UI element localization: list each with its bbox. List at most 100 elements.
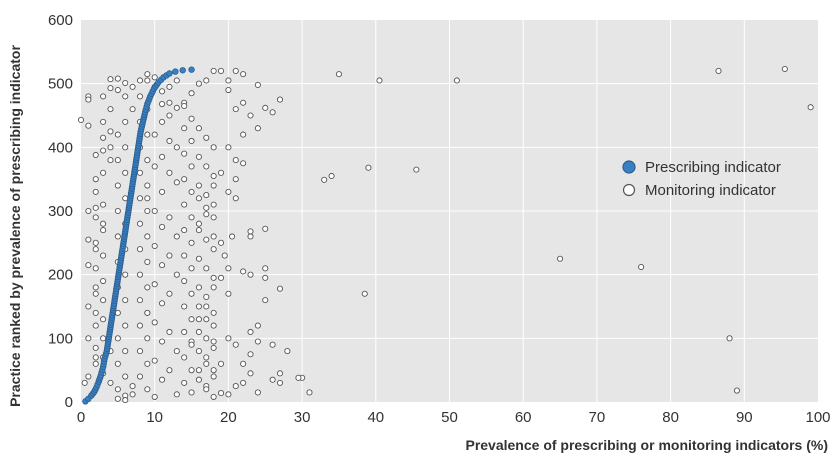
monitoring-point [276, 285, 284, 292]
monitoring-point [92, 151, 99, 159]
monitoring-point [92, 354, 99, 361]
monitoring-point [203, 265, 210, 272]
y-tick-label: 600 [48, 12, 73, 29]
monitoring-point [413, 166, 420, 173]
monitoring-point [100, 277, 107, 285]
monitoring-point [210, 344, 217, 351]
monitoring-point [240, 160, 247, 167]
monitoring-point [195, 220, 202, 227]
monitoring-point [453, 77, 460, 84]
monitoring-point [638, 263, 645, 271]
monitoring-point [181, 354, 188, 361]
monitoring-point [100, 227, 107, 234]
y-tick-label: 0 [65, 394, 73, 411]
monitoring-point [232, 383, 239, 390]
monitoring-point [114, 395, 121, 402]
monitoring-point [225, 335, 232, 342]
monitoring-point [181, 252, 188, 259]
monitoring-point [232, 341, 239, 348]
monitoring-point [166, 83, 173, 90]
monitoring-point [195, 284, 202, 291]
monitoring-point [240, 360, 247, 367]
monitoring-point [122, 169, 129, 176]
monitoring-point [225, 391, 232, 398]
monitoring-point [269, 341, 276, 348]
monitoring-point [159, 262, 166, 269]
monitoring-point [188, 115, 195, 122]
monitoring-point [262, 225, 269, 232]
monitoring-point [195, 153, 202, 160]
monitoring-point [166, 290, 173, 297]
monitoring-point [210, 284, 217, 291]
x-tick-label: 0 [77, 409, 85, 426]
monitoring-point [195, 255, 202, 262]
monitoring-point [188, 341, 195, 348]
legend-label-prescribing: Prescribing indicator [645, 159, 781, 176]
y-tick-label: 300 [48, 203, 73, 220]
monitoring-point [92, 204, 99, 211]
monitoring-point [136, 322, 144, 329]
monitoring-point [151, 131, 158, 138]
monitoring-point [159, 100, 166, 108]
monitoring-point [335, 71, 343, 78]
monitoring-point [85, 262, 92, 269]
monitoring-point [136, 271, 144, 278]
x-axis-ticks: 0 10 20 30 40 50 60 70 80 90 100 [77, 409, 831, 426]
monitoring-point [203, 211, 210, 218]
monitoring-point [151, 281, 158, 288]
monitoring-point [195, 182, 202, 189]
monitoring-point [151, 74, 158, 81]
monitoring-point [217, 239, 225, 246]
x-tick-label: 70 [589, 409, 606, 426]
monitoring-point [240, 131, 247, 138]
monitoring-point [195, 303, 202, 310]
monitoring-point [181, 201, 188, 208]
monitoring-point [92, 239, 99, 246]
legend-label-monitoring: Monitoring indicator [645, 182, 776, 199]
monitoring-point [151, 163, 158, 170]
monitoring-point [284, 348, 291, 355]
monitoring-point [181, 277, 188, 285]
monitoring-point [129, 106, 136, 113]
monitoring-point [195, 125, 202, 132]
monitoring-point [166, 137, 173, 145]
monitoring-point [92, 360, 99, 367]
monitoring-point [232, 157, 239, 164]
monitoring-point [240, 268, 247, 275]
monitoring-point [114, 75, 121, 82]
monitoring-point [195, 328, 202, 336]
monitoring-point [122, 271, 129, 278]
monitoring-point [107, 157, 114, 164]
monitoring-point [254, 322, 261, 329]
monitoring-point [122, 348, 129, 355]
monitoring-point [254, 338, 261, 345]
grid-lines [81, 20, 818, 402]
prescribing-series [82, 66, 195, 405]
monitoring-point [114, 386, 121, 393]
monitoring-point [92, 290, 99, 297]
monitoring-point [166, 112, 173, 119]
legend-marker-prescribing [622, 160, 636, 174]
monitoring-point [203, 335, 210, 342]
monitoring-point [269, 376, 276, 383]
monitoring-point [159, 300, 166, 307]
monitoring-point [203, 204, 210, 211]
monitoring-point [144, 71, 151, 78]
monitoring-point [188, 290, 195, 297]
monitoring-point [203, 134, 210, 141]
monitoring-point [136, 373, 144, 380]
monitoring-point [100, 93, 107, 100]
monitoring-point [210, 182, 217, 189]
monitoring-point [100, 134, 107, 141]
monitoring-point [188, 90, 195, 97]
monitoring-point [188, 239, 195, 246]
monitoring-point [195, 195, 202, 202]
monitoring-point [210, 373, 217, 380]
monitoring-point [136, 77, 144, 84]
monitoring-point [100, 147, 107, 154]
monitoring-point [254, 389, 261, 396]
monitoring-point [129, 391, 136, 398]
monitoring-point [225, 144, 232, 151]
monitoring-point [144, 131, 151, 138]
y-tick-label: 500 [48, 76, 73, 93]
